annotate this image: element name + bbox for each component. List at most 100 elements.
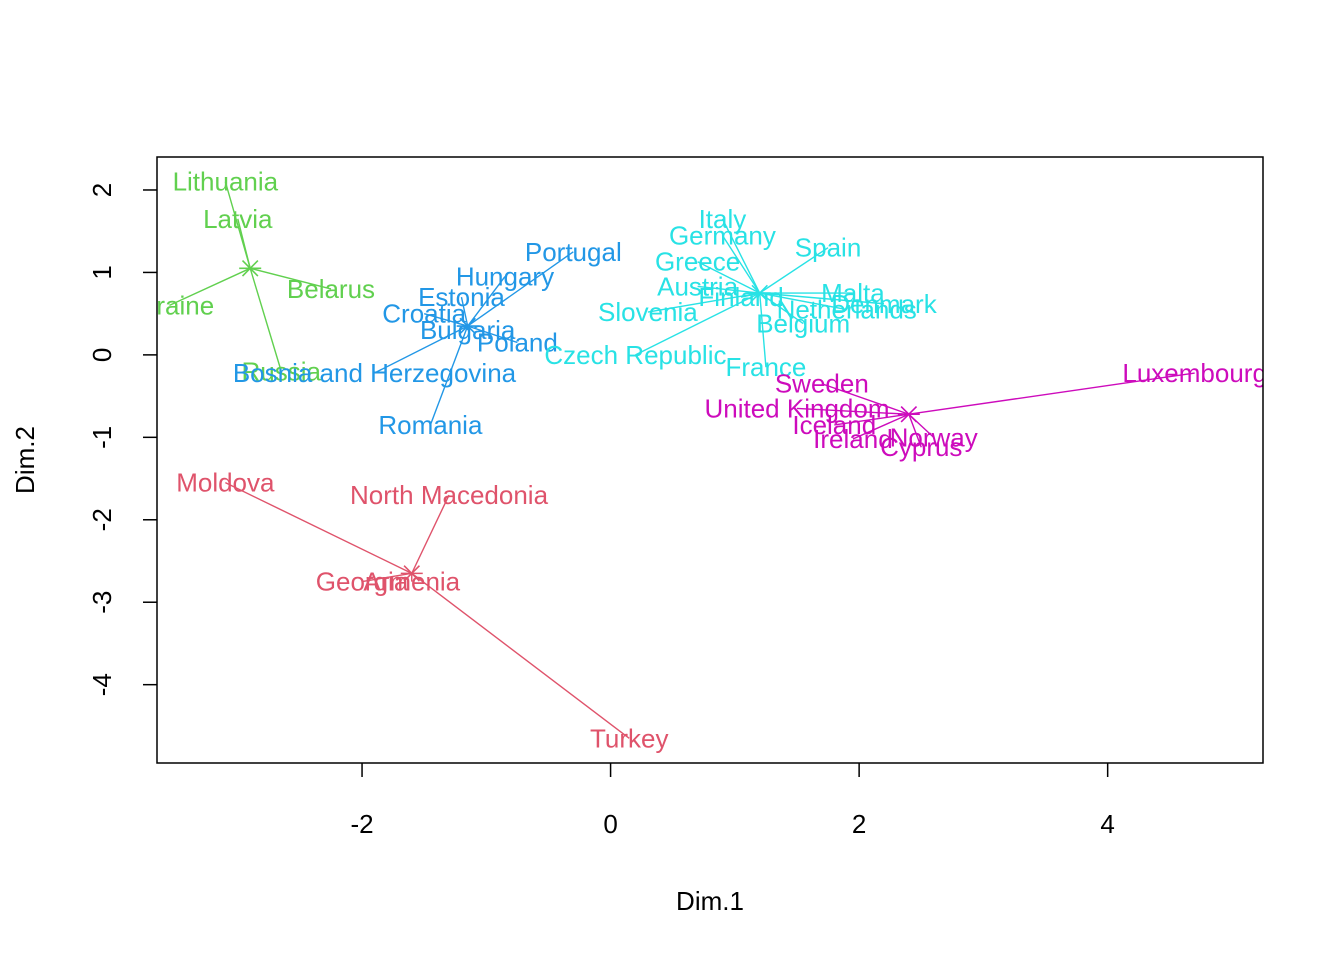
point-label: United Kingdom bbox=[704, 393, 889, 423]
point-label: Georgia bbox=[316, 567, 409, 597]
point-label: Bulgaria bbox=[420, 315, 516, 345]
point-label: North Macedonia bbox=[350, 480, 549, 510]
cluster-spoke bbox=[467, 325, 518, 344]
cluster-spoke bbox=[467, 276, 506, 327]
cluster-spoke bbox=[721, 234, 761, 294]
cluster-spoke bbox=[796, 407, 909, 415]
cluster-spoke bbox=[759, 247, 829, 294]
cluster-spoke bbox=[852, 413, 910, 440]
point-label: Poland bbox=[477, 328, 558, 358]
cluster-spoke bbox=[374, 325, 468, 374]
cluster-center-stroke bbox=[900, 405, 918, 423]
x-tick-label: -2 bbox=[350, 809, 373, 839]
cluster-spoke bbox=[249, 268, 282, 372]
x-tick-label: 2 bbox=[852, 809, 866, 839]
cluster-spoke bbox=[411, 494, 450, 574]
point-label: Netherlands bbox=[777, 295, 917, 325]
cluster-spoke bbox=[467, 251, 574, 327]
cluster-spoke bbox=[759, 292, 847, 311]
y-tick-label: 2 bbox=[87, 183, 117, 197]
point-label: Sweden bbox=[775, 369, 869, 399]
cluster-spoke bbox=[423, 312, 468, 327]
cluster-spoke bbox=[647, 292, 760, 313]
cluster-spoke bbox=[169, 267, 251, 307]
cluster-center-marker bbox=[897, 405, 920, 423]
x-tick-label: 4 bbox=[1100, 809, 1114, 839]
y-tick-label: -1 bbox=[87, 426, 117, 449]
chart-axes: -2 0 2 4 -4 -3 -2 -1 0 1 2 bbox=[87, 183, 1115, 839]
cluster-center-marker bbox=[400, 565, 423, 582]
point-label: Austria bbox=[657, 271, 738, 301]
cluster-spoke bbox=[429, 325, 469, 426]
cluster-spoke bbox=[225, 482, 413, 574]
y-tick-label: -2 bbox=[87, 508, 117, 531]
cluster-spoke bbox=[697, 285, 760, 294]
cluster-center-marker bbox=[456, 317, 479, 335]
cluster-center-marker bbox=[748, 284, 771, 302]
point-label: Russia bbox=[242, 356, 322, 386]
cluster-spoke bbox=[411, 572, 630, 739]
point-label: Belgium bbox=[756, 309, 850, 339]
point-label: Hungary bbox=[456, 262, 554, 292]
point-label: Portugal bbox=[525, 237, 622, 267]
point-label: Cyprus bbox=[880, 432, 962, 462]
y-tick-label: 1 bbox=[87, 265, 117, 279]
point-label: Denmark bbox=[831, 289, 937, 319]
point-label: Norway bbox=[890, 422, 978, 452]
point-label: Armenia bbox=[363, 567, 460, 597]
point-label: Turkey bbox=[590, 723, 669, 753]
cluster-spoke bbox=[237, 218, 251, 269]
x-axis-title: Dim.1 bbox=[676, 886, 744, 916]
point-label: Romania bbox=[378, 410, 483, 440]
point-label: Ireland bbox=[813, 424, 893, 454]
point-label: Iceland bbox=[792, 410, 876, 440]
point-label: Italy bbox=[699, 204, 747, 234]
cluster-center-stroke bbox=[403, 565, 421, 582]
point-label: Malta bbox=[821, 278, 885, 308]
cluster-group: PortugalHungaryEstoniaCroatiaBulgariaPol… bbox=[233, 237, 622, 440]
point-label: Spain bbox=[795, 233, 862, 263]
cluster-spoke bbox=[821, 383, 910, 415]
cluster-spoke bbox=[460, 297, 469, 327]
point-label: Croatia bbox=[382, 299, 466, 329]
point-label: Czech Republic bbox=[544, 340, 726, 370]
point-label: Lithuania bbox=[173, 167, 279, 197]
point-label: Latvia bbox=[203, 204, 273, 234]
cluster-center-marker bbox=[239, 260, 262, 277]
cluster-spoke bbox=[759, 292, 885, 305]
cluster-spoke bbox=[635, 292, 761, 356]
cluster-spoke bbox=[697, 261, 761, 294]
point-label: Bosnia and Herzegovina bbox=[233, 358, 517, 388]
y-axis-title: Dim.2 bbox=[10, 426, 40, 494]
cluster-center-stroke bbox=[459, 317, 476, 335]
cluster-spoke bbox=[759, 292, 804, 325]
y-tick-label: -4 bbox=[87, 673, 117, 696]
cluster-spoke bbox=[250, 267, 332, 290]
point-label: Luxembourg bbox=[1122, 358, 1267, 388]
cluster-spoke bbox=[361, 572, 412, 583]
y-tick-label: -3 bbox=[87, 591, 117, 614]
point-label: Belarus bbox=[287, 274, 375, 304]
cluster-spoke bbox=[908, 413, 922, 448]
point-label: Finland bbox=[698, 282, 783, 312]
cluster-center-stroke bbox=[241, 260, 259, 277]
cluster-center-stroke bbox=[751, 284, 768, 302]
point-label: Moldova bbox=[176, 468, 275, 498]
point-label: France bbox=[725, 352, 806, 382]
point-label: Ukraine bbox=[125, 290, 215, 320]
cluster-spoke bbox=[721, 218, 761, 294]
cluster-spoke bbox=[908, 372, 1195, 415]
chart-marks: LithuaniaLatviaUkraineBelarusRussiaPortu… bbox=[125, 167, 1267, 754]
point-label: Greece bbox=[655, 247, 740, 277]
y-tick-label: 0 bbox=[87, 348, 117, 362]
cluster-spoke bbox=[834, 413, 909, 426]
plot-frame bbox=[156, 156, 1264, 764]
cluster-group: Lithuania Latvia Ukraine Belarus Russia bbox=[125, 167, 375, 387]
x-tick-label: 0 bbox=[603, 809, 617, 839]
point-label: Slovenia bbox=[598, 297, 698, 327]
